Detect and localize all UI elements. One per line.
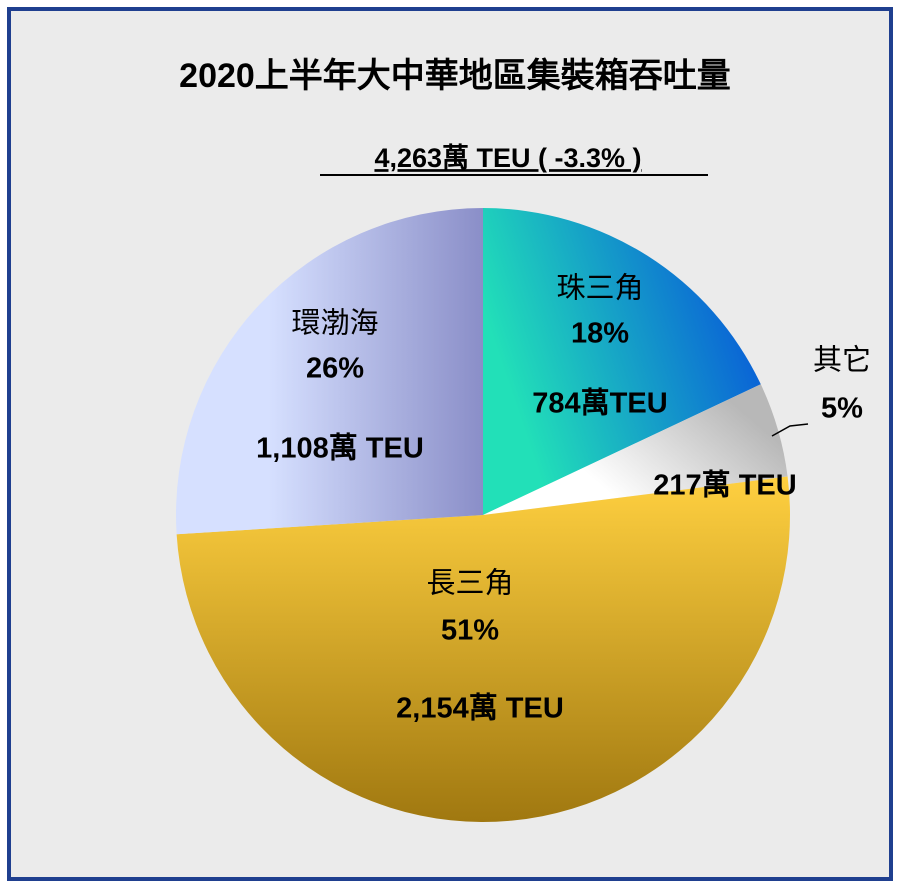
amount-label: 784萬TEU <box>532 387 667 420</box>
amount-label: 1,108萬 TEU <box>256 432 424 465</box>
pie-slice <box>483 208 761 515</box>
value-label: 5% <box>821 393 863 425</box>
chart-subtitle: 4,263萬 TEU ( -3.3% ) <box>374 143 641 173</box>
value-label: 26% <box>306 353 364 385</box>
leader-line <box>771 423 809 437</box>
chart-title: 2020上半年大中華地區集裝箱吞吐量 <box>179 57 731 95</box>
pie-slice <box>176 476 790 822</box>
pie-slice <box>483 384 788 515</box>
amount-label: 217萬 TEU <box>653 469 796 502</box>
amount-label: 2,154萬 TEU <box>396 692 564 725</box>
pie-slice <box>176 208 483 535</box>
category-label: 珠三角 <box>556 272 643 305</box>
value-label: 18% <box>571 318 629 350</box>
value-label: 51% <box>441 615 499 647</box>
category-label: 其它 <box>813 344 871 377</box>
category-label: 環渤海 <box>291 307 378 340</box>
category-label: 長三角 <box>426 567 513 600</box>
